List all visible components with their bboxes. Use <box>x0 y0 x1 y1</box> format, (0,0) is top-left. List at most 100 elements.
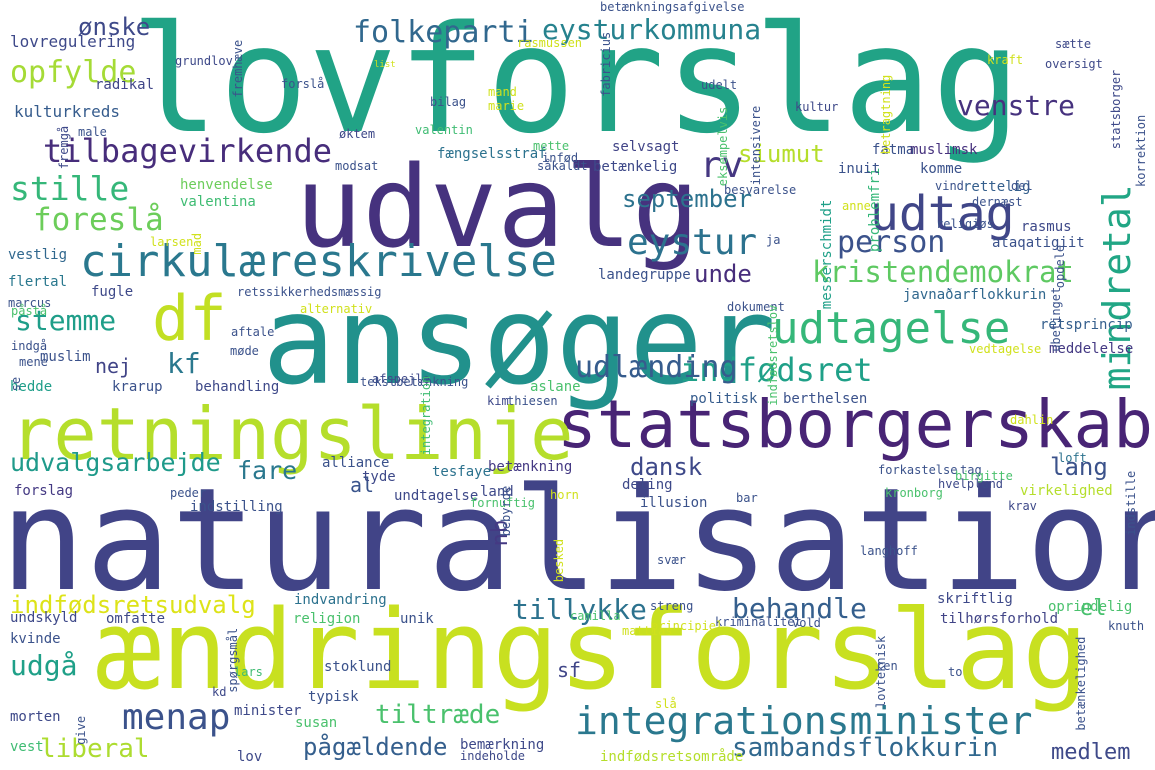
word: indstille <box>1124 470 1138 536</box>
word: fornuftig <box>470 496 536 510</box>
word: eysturkommuna <box>542 13 762 46</box>
word: statsborgerskab <box>557 386 1154 463</box>
word: thiesen <box>507 394 558 408</box>
word: slå <box>655 697 677 711</box>
word: typisk <box>308 689 359 705</box>
word: udtag <box>870 186 1015 242</box>
word: besked <box>552 538 566 583</box>
word: betænkning <box>488 459 573 475</box>
word: udvalg <box>295 143 700 273</box>
word: vind <box>935 179 964 193</box>
word: camilla <box>570 609 621 623</box>
word: øktem <box>339 127 376 141</box>
word: marie <box>488 99 525 113</box>
word: dahlin <box>1010 413 1054 427</box>
word: indeholde <box>460 749 526 763</box>
word: df <box>152 282 227 355</box>
word: minister <box>234 703 302 719</box>
word: rasmussen <box>517 36 583 50</box>
word: skriftlig <box>937 591 1013 607</box>
word: give <box>74 715 88 745</box>
word: eystur <box>627 222 758 263</box>
word: møde <box>230 344 259 358</box>
word: al <box>350 473 375 497</box>
word: fængselsstraf <box>437 146 547 162</box>
word: udelt <box>701 78 738 92</box>
word: ansøger <box>262 270 777 412</box>
word: ren <box>876 659 898 673</box>
word: udtagelse <box>772 303 1011 354</box>
word: fabricius <box>599 31 613 97</box>
word: mene <box>19 355 48 369</box>
word: grundlov <box>175 54 233 68</box>
word: kd <box>212 685 227 699</box>
word: vestlig <box>8 247 68 263</box>
word: udlænding <box>575 350 738 385</box>
word: fare <box>237 456 298 485</box>
word: betragtning <box>879 74 893 155</box>
word: indfødsretslov <box>766 304 780 406</box>
word: messerschmidt <box>819 199 835 310</box>
word: opdele <box>1053 244 1067 289</box>
word: susan <box>295 715 338 731</box>
word: kvinde <box>10 631 61 647</box>
word: rv <box>700 145 744 186</box>
word: september <box>622 185 753 213</box>
word: bilag <box>430 95 467 109</box>
word: marcus <box>8 296 52 310</box>
word: folkeparti <box>353 15 534 50</box>
word: retningslinje <box>10 392 574 476</box>
word: knuth <box>1108 619 1145 633</box>
word: medlem <box>1051 740 1131 765</box>
word: dernæst <box>972 195 1023 209</box>
word: nej <box>95 354 132 378</box>
word: rettelig <box>963 179 1031 195</box>
word: valentina <box>180 194 256 210</box>
word: vold <box>792 616 821 630</box>
word: undskyld <box>10 610 78 626</box>
word: alternativ <box>300 302 373 316</box>
word: anne <box>842 199 871 213</box>
word: tilbagevirkende <box>43 132 332 170</box>
word: fremhæve <box>231 39 245 98</box>
word: retsprincip <box>1040 317 1133 333</box>
word: indfødsretsudvalg <box>10 591 256 619</box>
word: indgå <box>11 339 48 353</box>
word: indfødsretsområde <box>600 749 744 765</box>
word: afspejle <box>372 372 430 386</box>
word: betænkelighed <box>1074 636 1088 731</box>
word: deling <box>622 477 673 493</box>
word: hedde <box>10 379 53 395</box>
word: udvalgsarbejde <box>10 448 221 477</box>
word: radikal <box>95 77 155 93</box>
word: langhoff <box>860 544 918 558</box>
word: religiøs <box>936 217 994 231</box>
word: naturalisation <box>0 458 1155 623</box>
word: integrationsminister <box>575 699 1033 743</box>
word: person <box>837 225 946 260</box>
word: male <box>78 125 107 139</box>
word: ja <box>766 233 781 247</box>
word: peder <box>170 486 207 500</box>
word: lovforslag <box>130 0 1022 166</box>
word: bemærkning <box>460 737 545 753</box>
word: intensivere <box>749 105 763 186</box>
word: stille <box>10 169 130 208</box>
word: lovregulering <box>10 32 136 51</box>
word: kim <box>487 394 509 408</box>
word: ændringsforslag <box>95 586 1089 714</box>
word: rasmus <box>1021 219 1072 235</box>
word: venstre <box>957 89 1076 122</box>
word: retssikkerhedsmæssig <box>237 285 382 299</box>
word: mette <box>533 139 570 153</box>
word: unde <box>694 260 752 288</box>
word: se <box>9 376 23 392</box>
word: foreslå <box>33 202 164 238</box>
word: oprindelig <box>1048 599 1133 615</box>
word: larsen <box>150 235 194 249</box>
word: streng <box>650 599 694 613</box>
word: hvelplund <box>938 477 1004 491</box>
word: aslane <box>530 379 581 395</box>
word: el <box>1080 596 1107 621</box>
